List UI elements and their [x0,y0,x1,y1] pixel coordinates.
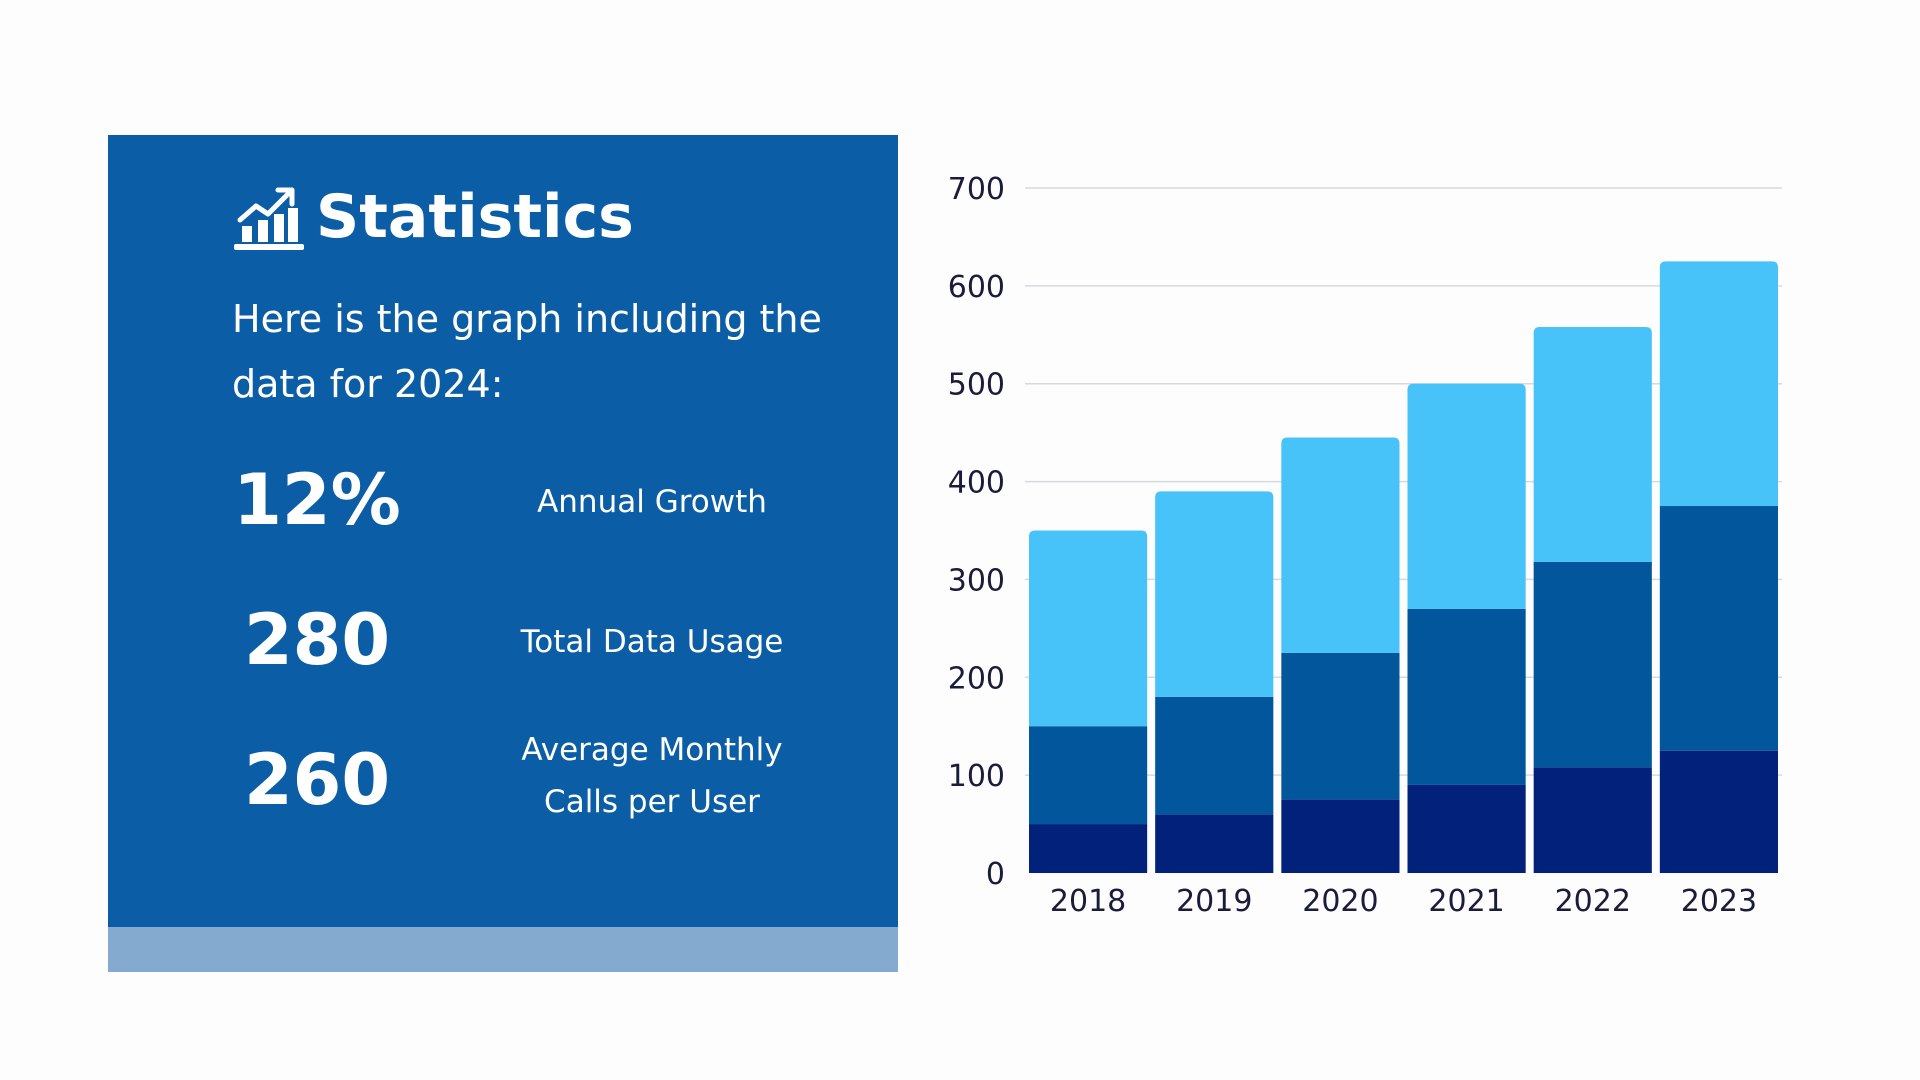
bar-segment-2022-2 [1533,326,1652,562]
y-tick-label: 500 [948,368,1005,403]
y-axis-ticks: 0 100 200 300 400 500 600 700 [948,172,1005,892]
bar-segment-2023-2 [1659,261,1778,507]
y-tick-label: 400 [948,466,1005,501]
stat-value: 260 [243,739,391,821]
bar-segment-2018-1 [1029,726,1148,825]
bar-segment-2022-1 [1533,561,1652,768]
y-tick-label: 200 [948,661,1005,696]
x-tick-label: 2019 [1176,884,1252,919]
stat-value: 280 [243,599,391,681]
bar-segment-2020-0 [1281,799,1400,873]
x-tick-label: 2020 [1302,884,1378,919]
bar-segment-2018-2 [1029,530,1148,727]
y-tick-label: 0 [986,857,1005,892]
bar-segment-2022-0 [1533,767,1652,873]
stat-label: Annual Growth [537,484,767,520]
stat-label: Average Monthly Calls per User [521,732,783,820]
bar-segment-2020-1 [1281,652,1400,800]
bar-segment-2019-0 [1155,814,1274,873]
x-tick-label: 2018 [1050,884,1126,919]
panel-title: Statistics [316,182,634,252]
stat-total-data-usage: 280 Total Data Usage [232,600,832,720]
panel-subtitle: Here is the graph including the data for… [232,297,822,406]
panel-header: Statistics [232,177,634,257]
x-tick-label: 2021 [1428,884,1504,919]
bar-segment-2020-2 [1281,437,1400,653]
statistics-panel: Statistics Here is the graph including t… [108,135,898,927]
bar-segment-2019-1 [1155,696,1274,815]
bar-segment-2021-0 [1407,784,1526,873]
bar-segment-2021-1 [1407,608,1526,785]
bar-segment-2018-0 [1029,824,1148,873]
x-tick-label: 2023 [1681,884,1757,919]
stat-value: 12% [233,459,401,541]
panel-accent-strip [108,927,898,972]
chart-growth-icon [234,187,304,250]
stat-label: Total Data Usage [520,624,784,660]
y-tick-label: 100 [948,759,1005,794]
gridlines [1025,187,1782,776]
bar-segment-2021-2 [1407,383,1526,609]
bars [1029,261,1778,873]
bar-segment-2023-1 [1659,506,1778,751]
stat-average-monthly-calls: 260 Average Monthly Calls per User [232,732,832,860]
y-tick-label: 600 [948,270,1005,305]
x-axis-ticks: 2018 2019 2020 2021 2022 2023 [1050,884,1757,919]
stat-annual-growth: 12% Annual Growth [232,460,832,580]
bar-segment-2023-0 [1659,750,1778,873]
y-tick-label: 700 [948,172,1005,207]
x-tick-label: 2022 [1555,884,1631,919]
bar-segment-2019-2 [1155,491,1274,697]
y-tick-label: 300 [948,563,1005,598]
